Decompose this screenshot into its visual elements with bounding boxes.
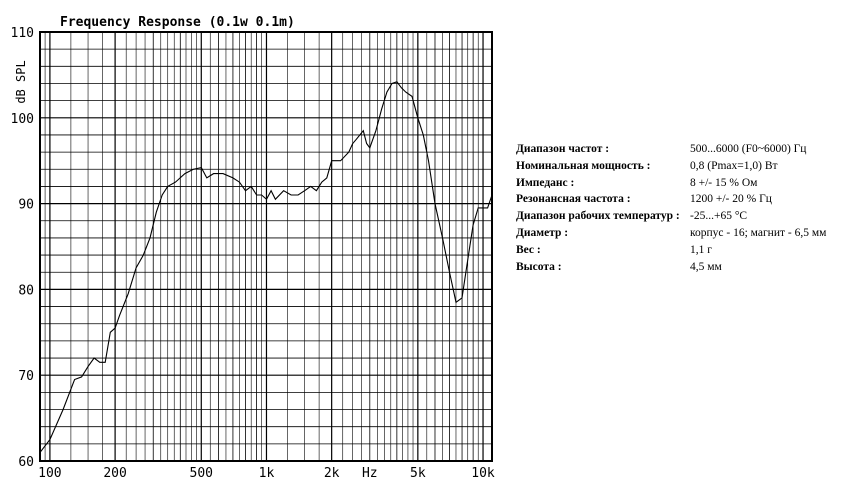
spec-row: Вес : 1,1 г	[516, 242, 846, 259]
y-tick-label: 90	[18, 198, 34, 213]
x-tick-label: 1k	[259, 466, 275, 481]
spec-value: 1,1 г	[690, 243, 712, 256]
x-tick-label: 500	[190, 466, 213, 481]
x-tick-label: Hz	[362, 466, 378, 481]
spec-value: 8 +/- 15 % Ом	[690, 176, 758, 189]
spec-label: Вес :	[516, 243, 541, 256]
y-axis-label: dB SPL	[14, 60, 28, 103]
spec-row: Высота : 4,5 мм	[516, 259, 846, 276]
spec-row: Номинальная мощность : 0,8 (Pmax=1,0) Вт	[516, 158, 846, 175]
spec-row: Диапазон частот : 500...6000 (F0~6000) Гц	[516, 141, 846, 158]
spec-value: корпус - 16; магнит - 6,5 мм	[690, 226, 827, 239]
spec-row: Резонансная частота : 1200 +/- 20 % Гц	[516, 191, 846, 208]
y-tick-label: 80	[18, 283, 34, 298]
frequency-response-curve	[39, 81, 493, 453]
frequency-response-chart: Frequency Response (0.1w 0.1m) dB SPL 60…	[11, 15, 495, 481]
spec-label: Диапазон частот :	[516, 143, 610, 155]
y-tick-label: 70	[18, 369, 34, 384]
spec-row: Диапазон рабочих температур : -25...+65 °…	[516, 208, 846, 225]
spec-value: 500...6000 (F0~6000) Гц	[690, 143, 807, 155]
grid	[39, 31, 492, 462]
y-tick-label: 100	[11, 112, 34, 127]
x-tick-label: 10k	[471, 466, 495, 481]
x-tick-label: 2k	[324, 466, 340, 481]
spec-value: -25...+65 °C	[690, 210, 748, 223]
plot-frame	[39, 31, 493, 462]
y-tick-labels: 60 70 80 90 100 110	[11, 26, 34, 470]
spec-label: Номинальная мощность :	[516, 159, 651, 172]
spec-label: Диапазон рабочих температур :	[516, 210, 680, 223]
x-tick-label: 200	[103, 466, 126, 481]
spec-row: Импеданс : 8 +/- 15 % Ом	[516, 175, 846, 192]
specifications-table: Диапазон частот : 500...6000 (F0~6000) Гц…	[516, 141, 846, 275]
spec-value: 4,5 мм	[690, 260, 722, 273]
spec-label: Импеданс :	[516, 176, 575, 189]
y-tick-label: 60	[18, 455, 34, 470]
spec-value: 1200 +/- 20 % Гц	[690, 193, 772, 206]
x-tick-label: 100	[38, 466, 61, 481]
spec-label: Диаметр :	[516, 226, 569, 239]
spec-value: 0,8 (Pmax=1,0) Вт	[690, 159, 778, 172]
spec-label: Высота :	[516, 260, 562, 273]
x-tick-labels: 100 200 500 1k 2k Hz 5k 10k	[38, 466, 495, 481]
y-tick-label: 110	[11, 26, 34, 41]
spec-label: Резонансная частота :	[516, 193, 631, 206]
x-tick-label: 5k	[410, 466, 426, 481]
spec-row: Диаметр : корпус - 16; магнит - 6,5 мм	[516, 225, 846, 242]
chart-title: Frequency Response (0.1w 0.1m)	[60, 15, 295, 30]
